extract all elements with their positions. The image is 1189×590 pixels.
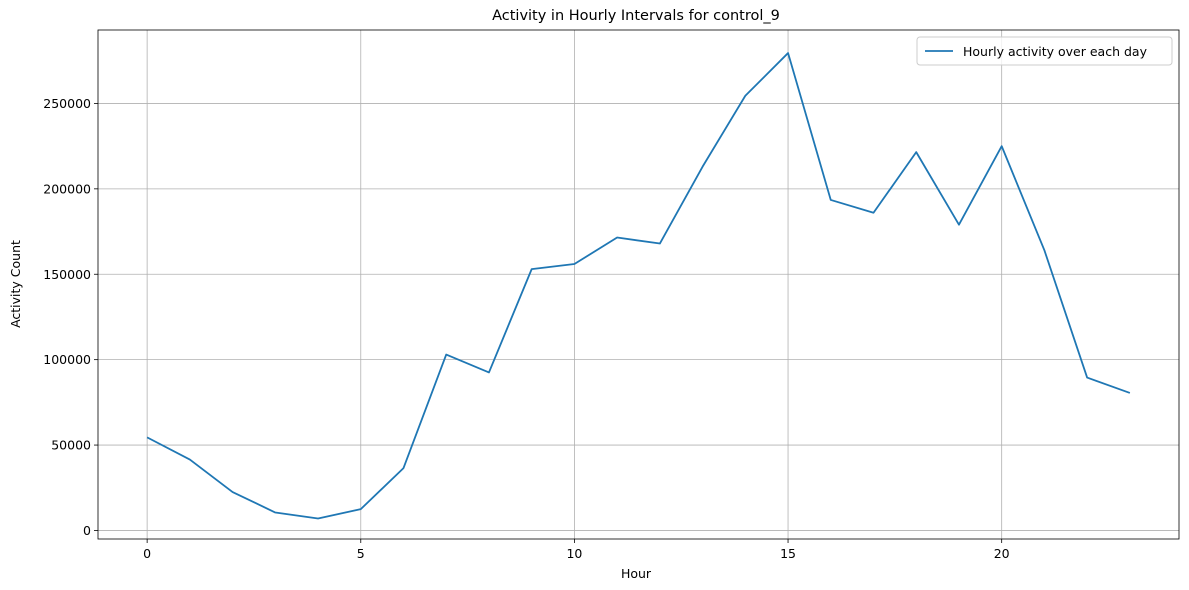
x-axis-ticks: 0 5 10 15 20	[143, 539, 1010, 561]
y-tick-label: 200000	[43, 181, 91, 196]
y-axis-label: Activity Count	[8, 240, 23, 328]
y-tick-label: 250000	[43, 96, 91, 111]
y-tick-label: 50000	[51, 438, 91, 453]
legend-label: Hourly activity over each day	[963, 44, 1148, 59]
y-tick-label: 100000	[43, 352, 91, 367]
legend-box	[916, 36, 1173, 66]
series-layer	[146, 52, 1131, 520]
x-axis-label: Hour	[621, 566, 652, 581]
y-tick-label: 0	[83, 523, 91, 538]
y-axis-ticks: 0 50000 100000 150000 200000 250000	[43, 96, 98, 538]
y-tick-label: 150000	[43, 267, 91, 282]
x-tick-label: 20	[994, 546, 1010, 561]
grid-lines	[98, 30, 1179, 539]
legend: Hourly activity over each day	[916, 36, 1173, 66]
x-tick-label: 0	[143, 546, 151, 561]
series-line	[146, 52, 1131, 520]
plot-frame	[97, 29, 1180, 540]
x-tick-label: 10	[566, 546, 582, 561]
x-tick-label: 5	[357, 546, 365, 561]
x-tick-label: 15	[780, 546, 796, 561]
chart-title: Activity in Hourly Intervals for control…	[492, 8, 780, 24]
